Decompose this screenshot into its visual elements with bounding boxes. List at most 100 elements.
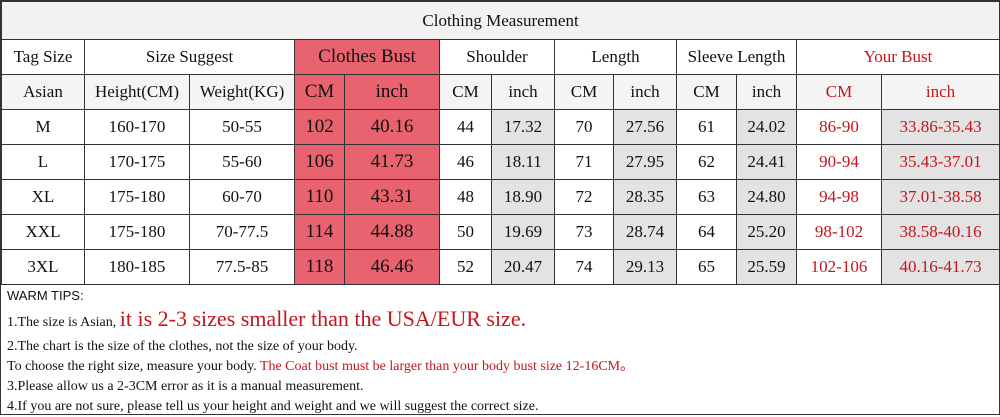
data-cell: 70-77.5 [189,214,295,250]
data-cell: 33.86-35.43 [880,109,1000,145]
tips-heading: WARM TIPS: [7,288,84,303]
data-cell: 44.88 [344,214,440,250]
subheader-cell: CM [796,74,882,110]
data-cell: 62 [676,144,737,180]
data-cell: 28.35 [613,179,677,215]
data-cell: 71 [554,144,614,180]
data-cell: 70 [554,109,614,145]
data-cell: 18.90 [491,179,555,215]
data-cell: 180-185 [84,249,190,285]
data-cell: 25.59 [736,249,797,285]
data-cell: 40.16 [344,109,440,145]
data-cell: 60-70 [189,179,295,215]
data-cell: 160-170 [84,109,190,145]
data-cell: 28.74 [613,214,677,250]
data-cell: 27.95 [613,144,677,180]
data-cell: 102-106 [796,249,882,285]
data-cell: 46 [439,144,492,180]
data-cell: 110 [294,179,345,215]
header-cell: Your Bust [795,39,1000,75]
tip-emphasis: The Coat bust must be larger than your b… [259,359,635,374]
tip-text: 1.The size is Asian, [7,315,117,330]
data-cell: 35.43-37.01 [880,144,1000,180]
tip-line: 1.The size is Asian, it is 2-3 sizes sma… [7,305,999,337]
table-title: Clothing Measurement [0,1,1000,40]
data-cell: 20.47 [491,249,555,285]
data-cell: 19.69 [491,214,555,250]
data-cell: 24.80 [736,179,797,215]
header-cell: Length [554,39,677,75]
data-cell: XXL [1,214,85,250]
data-cell: 90-94 [796,144,882,180]
subheader-cell: CM [676,74,737,110]
data-cell: 61 [676,109,737,145]
data-cell: 52 [439,249,492,285]
data-cell: 29.13 [613,249,677,285]
data-cell: 64 [676,214,737,250]
data-cell: 175-180 [84,179,190,215]
data-cell: 3XL [1,249,85,285]
header-cell: Tag Size [1,39,85,75]
tip-line: 4.If you are not sure, please tell us yo… [7,399,539,414]
data-cell: XL [1,179,85,215]
data-cell: 48 [439,179,492,215]
data-cell: 55-60 [189,144,295,180]
data-cell: 25.20 [736,214,797,250]
data-cell: 27.56 [613,109,677,145]
header-row: Tag Size Size Suggest Clothes Bust Shoulder… [1,39,1000,75]
data-cell: 73 [554,214,614,250]
data-cell: 86-90 [796,109,882,145]
subheader-cell: inch [736,74,797,110]
tip-text: To choose the right size, measure your b… [7,359,257,374]
subheader-cell: CM [439,74,492,110]
data-cell: 175-180 [84,214,190,250]
data-cell: 94-98 [796,179,882,215]
data-cell: 38.58-40.16 [880,214,1000,250]
subheader-cell: inch [491,74,555,110]
data-cell: 170-175 [84,144,190,180]
header-cell: Sleeve Length [676,39,797,75]
title-row: Clothing Measurement [0,1,1000,40]
header-cell: Clothes Bust [294,39,440,75]
subheader-cell: inch [880,74,1000,110]
header-cell: Shoulder [439,39,555,75]
data-cell: 18.11 [491,144,555,180]
data-cell: M [1,109,85,145]
data-cell: 46.46 [344,249,440,285]
tips: WARM TIPS: 1.The size is Asian, it is 2-… [1,285,999,417]
data-cell: 41.73 [344,144,440,180]
data-cell: 102 [294,109,345,145]
subheader-cell: CM [294,74,345,110]
data-cell: 24.02 [736,109,797,145]
data-row: M 160-170 50-55 102 40.16 44 17.32 70 27.56 61 24.… [1,109,1000,145]
data-cell: 24.41 [736,144,797,180]
data-cell: 50 [439,214,492,250]
data-cell: 63 [676,179,737,215]
data-cell: 50-55 [189,109,295,145]
data-row: L 170-175 55-60 106 41.73 46 18.11 71 27.95 62 24.… [1,144,1000,180]
data-cell: 74 [554,249,614,285]
tip-emphasis: it is 2-3 sizes smaller than the USA/EUR… [119,306,527,331]
data-cell: 77.5-85 [189,249,295,285]
subheader-cell: Height(CM) [84,74,190,110]
data-cell: 106 [294,144,345,180]
subheader-cell: Weight(KG) [189,74,295,110]
tip-line: 2.The chart is the size of the clothes, … [7,339,358,354]
table-body: Clothing Measurement Tag Size Size Suggest… [0,1,1000,285]
data-cell: 40.16-41.73 [880,249,1000,285]
data-row: XL 175-180 60-70 110 43.31 48 18.90 72 28.35 63 24… [1,179,1000,215]
tip-line: 3.Please allow us a 2-3CM error as it is… [7,379,364,394]
subheader-cell: Asian [1,74,85,110]
data-row: XXL 175-180 70-77.5 114 44.88 50 19.69 73 28.74 6… [1,214,1000,250]
data-cell: 72 [554,179,614,215]
header-cell: Size Suggest [84,39,295,75]
data-row: 3XL 180-185 77.5-85 118 46.46 52 20.47 74 29.13 6… [1,249,1000,285]
tip-line: To choose the right size, measure your b… [7,357,999,377]
size-table: Clothing Measurement Tag Size Size Suggest… [0,1,1000,285]
subheader-cell: inch [344,74,440,110]
data-cell: 98-102 [796,214,882,250]
subheader-row: Asian Height(CM) Weight(KG) CM inch CM inch CM i… [1,74,1000,110]
subheader-cell: inch [613,74,677,110]
data-cell: 17.32 [491,109,555,145]
